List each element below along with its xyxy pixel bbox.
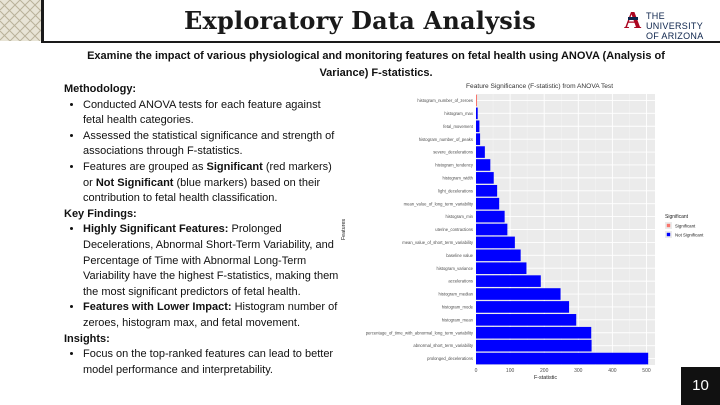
y-axis-title: Features — [341, 219, 347, 241]
y-tick-label: histogram_width — [443, 175, 474, 180]
section-heading: Methodology: — [64, 83, 137, 95]
bar — [476, 249, 521, 262]
bullet-item: Features are grouped as Significant (red… — [83, 160, 344, 207]
x-axis-title: F-statistic — [534, 375, 557, 381]
bar — [476, 339, 592, 352]
bullet-item: Features with Lower Impact: Histogram nu… — [83, 300, 344, 331]
y-tick-label: mean_value_of_long_term_variability — [404, 201, 474, 206]
bar — [476, 184, 498, 197]
y-tick-label: accelerations — [448, 279, 473, 284]
bar — [476, 352, 649, 365]
x-tick-label: 400 — [608, 368, 617, 374]
corner-divider — [41, 0, 44, 41]
legend-title: Significant — [665, 214, 689, 220]
y-tick-label: uterine_contractions — [435, 227, 473, 232]
block-a-logo-icon: A — [624, 8, 642, 34]
x-tick-label: 100 — [506, 368, 515, 374]
bar — [476, 94, 478, 107]
legend-swatch — [666, 223, 671, 228]
y-tick-label: histogram_variance — [436, 266, 473, 271]
page-number: 10 — [681, 367, 720, 405]
y-tick-label: histogram_median — [439, 292, 474, 297]
y-tick-label: histogram_number_of_zeroes — [417, 98, 473, 103]
bullet-bold-label: Features with Lower Impact: — [83, 301, 232, 314]
y-tick-label: histogram_mode — [442, 305, 474, 310]
text-panel: Methodology: Conducted ANOVA tests for ea… — [64, 82, 344, 378]
section-heading: Insights: — [64, 332, 110, 345]
bullet-text: Histogram number of zeroes, histogram ma… — [83, 301, 338, 329]
bar — [476, 146, 485, 158]
bar — [476, 314, 577, 326]
bullet-item: Assessed the statistical significance an… — [83, 129, 344, 160]
bar — [476, 223, 508, 236]
bar — [476, 326, 592, 339]
bar — [476, 133, 481, 145]
logo-line-2: OF ARIZONA — [646, 31, 704, 41]
y-tick-label: mean_value_of_short_term_variability — [402, 240, 474, 245]
x-tick-label: 500 — [642, 368, 651, 374]
bullet-text: Focus on the top-ranked features can lea… — [83, 348, 334, 376]
bar — [476, 210, 505, 223]
legend-label: Not Significant — [675, 232, 704, 237]
bar — [476, 197, 500, 210]
bullet-bold-label: Highly Significant Features: — [83, 223, 229, 236]
logo-line-1: THE UNIVERSITY — [646, 11, 704, 31]
title-bar — [0, 0, 720, 41]
x-tick-label: 300 — [574, 368, 583, 374]
y-tick-label: histogram_min — [446, 214, 474, 219]
anova-bar-chart: 0 100 200 300 400 500 histogram_number_of_zero… — [341, 83, 704, 381]
legend-swatch — [666, 232, 671, 237]
y-tick-label: histogram_max — [444, 111, 474, 116]
bullet-list: Focus on the top-ranked features can lea… — [64, 347, 344, 378]
y-tick-label: light_decelerations — [438, 188, 473, 193]
chart-title: Feature Significance (F-statistic) from … — [466, 83, 613, 90]
bullet-item: Highly Significant Features: Prolonged D… — [83, 222, 344, 300]
y-tick-label: histogram_number_of_peaks — [419, 137, 473, 142]
y-tick-label: percentage_of_time_with_abnormal_long_te… — [366, 330, 474, 335]
bar — [476, 301, 570, 313]
bullet-text: Conducted ANOVA tests for each feature a… — [83, 98, 321, 127]
bar — [476, 262, 527, 275]
y-tick-label: abnormal_short_term_variability — [413, 343, 473, 348]
corner-pattern — [0, 0, 41, 41]
bullet-text: Assessed the statistical significance an… — [83, 129, 335, 158]
bullet-item: Focus on the top-ranked features can lea… — [83, 347, 344, 378]
y-tick-label: severe_decelerations — [433, 150, 473, 155]
slide-title: Exploratory Data Analysis — [184, 6, 536, 35]
university-logo: A THE UNIVERSITY OF ARIZONA — [624, 8, 716, 41]
bar — [476, 107, 478, 120]
bar — [476, 159, 491, 171]
x-tick-label: 200 — [540, 368, 549, 374]
bullet-list: Conducted ANOVA tests for each feature a… — [64, 98, 344, 207]
slide-subtitle: Examine the impact of various physiologi… — [87, 50, 665, 79]
y-tick-label: baseline value — [446, 253, 473, 258]
bar — [476, 288, 561, 300]
section-heading: Key Findings: — [64, 207, 137, 220]
y-tick-label: fetal_movement — [443, 124, 474, 129]
bullet-item: Conducted ANOVA tests for each feature a… — [83, 98, 344, 129]
bullet-text: Prolonged Decelerations, Abnormal Short-… — [83, 223, 339, 298]
x-tick-label: 0 — [475, 368, 478, 374]
y-tick-label: histogram_mean — [442, 317, 474, 322]
bullet-list: Highly Significant Features: Prolonged D… — [64, 222, 344, 331]
bar — [476, 275, 541, 287]
y-tick-label: prolonged_decelerations — [427, 356, 473, 361]
legend-label: Significant — [675, 223, 696, 228]
bullet-text: Features are grouped as Significant (red… — [83, 160, 332, 205]
y-tick-label: histogram_tendency — [435, 163, 474, 168]
bar — [476, 120, 480, 133]
bar — [476, 236, 515, 249]
header-rule — [41, 41, 720, 43]
logo-wordmark: THE UNIVERSITY OF ARIZONA — [646, 11, 716, 41]
bar — [476, 172, 494, 184]
